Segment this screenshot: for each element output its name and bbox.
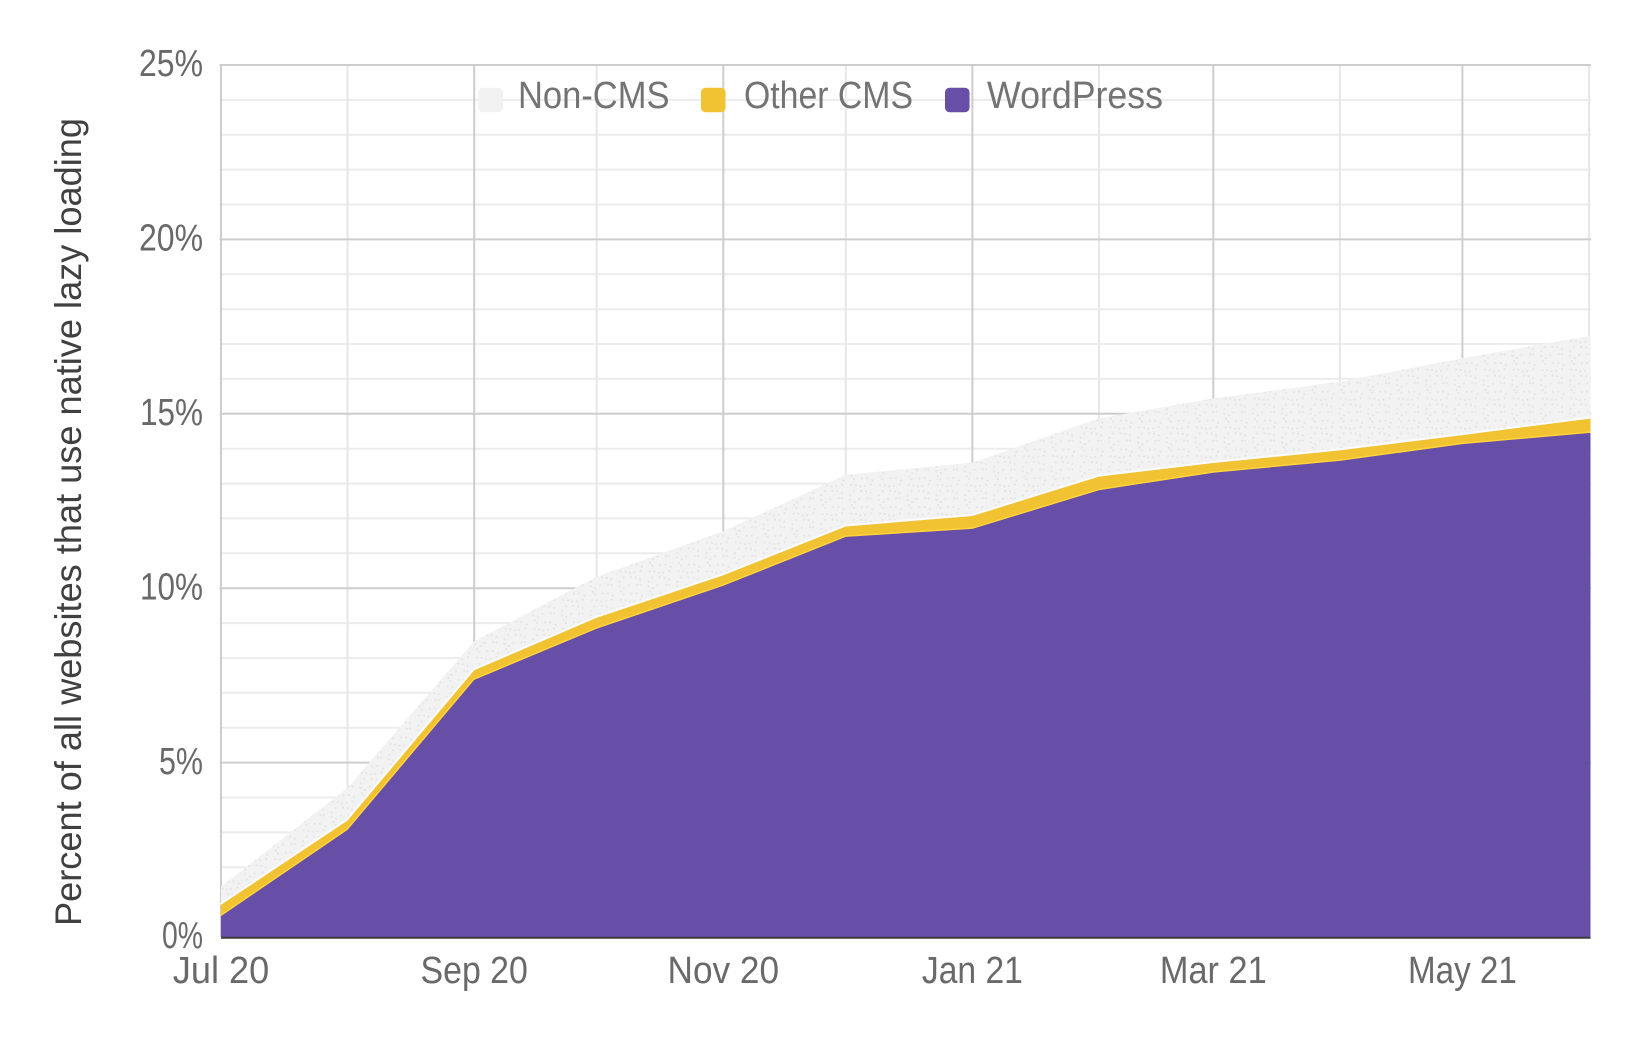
svg-text:Nov 20: Nov 20 [668,950,780,992]
svg-text:25%: 25% [139,43,203,85]
svg-text:Mar 21: Mar 21 [1160,950,1267,992]
svg-text:20%: 20% [139,218,203,260]
svg-text:Sep 20: Sep 20 [421,950,528,992]
svg-text:Jul 20: Jul 20 [173,950,270,992]
svg-text:5%: 5% [159,741,203,783]
svg-text:WordPress: WordPress [987,75,1163,117]
svg-text:Jan 21: Jan 21 [922,950,1023,992]
svg-text:May 21: May 21 [1408,950,1517,992]
svg-text:Other CMS: Other CMS [744,75,913,117]
svg-text:10%: 10% [140,566,203,608]
svg-text:Non-CMS: Non-CMS [518,75,670,117]
svg-text:15%: 15% [140,392,203,434]
svg-text:Percent of all websites that u: Percent of all websites that use native … [48,118,89,926]
svg-text:0%: 0% [162,915,203,957]
